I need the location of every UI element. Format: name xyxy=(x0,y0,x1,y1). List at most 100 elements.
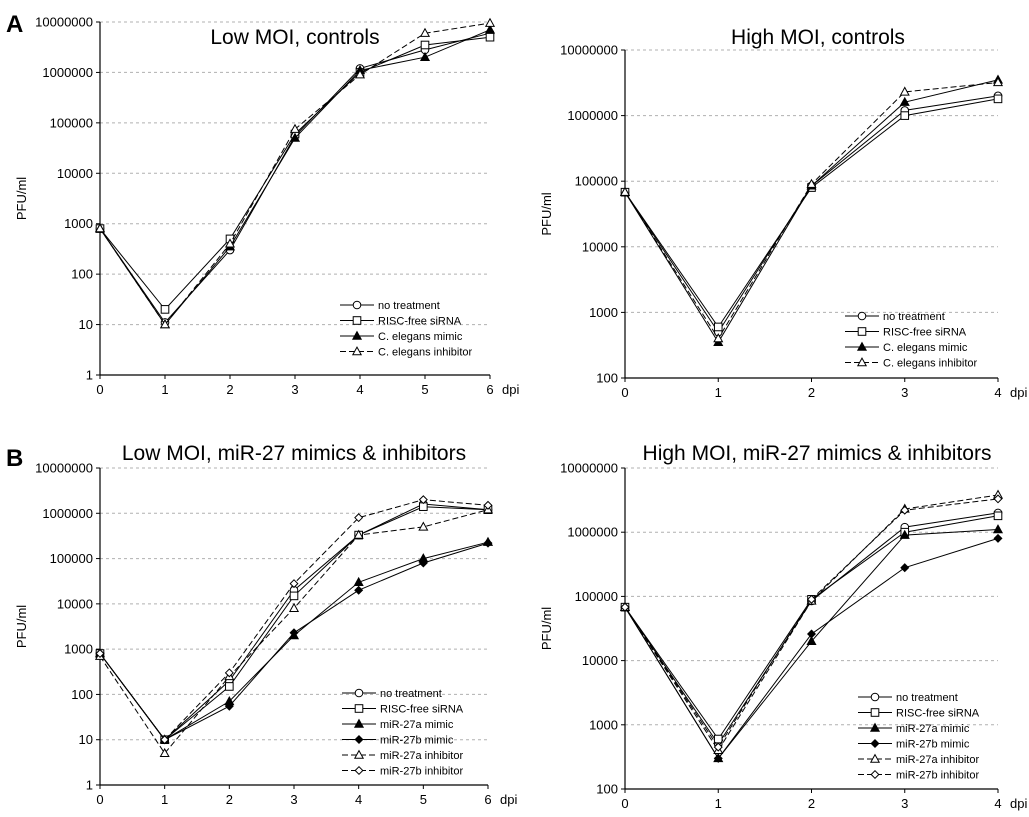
y-tick-label: 100000 xyxy=(575,174,618,189)
y-tick-label: 100000 xyxy=(50,551,93,566)
y-tick-label: 10000 xyxy=(57,166,93,181)
legend-label: C. elegans mimic xyxy=(378,331,463,343)
x-tick-label: 0 xyxy=(621,796,628,811)
legend-label: RISC-free siRNA xyxy=(883,327,967,339)
y-tick-label: 1000000 xyxy=(567,525,618,540)
data-point xyxy=(900,111,910,120)
data-point xyxy=(900,563,910,573)
y-tick-label: 10000 xyxy=(582,239,618,254)
legend-label: miR-27a inhibitor xyxy=(896,754,979,766)
legend-marker xyxy=(353,718,365,728)
series-line xyxy=(99,22,491,326)
data-point xyxy=(899,529,910,539)
legend-marker xyxy=(870,769,880,780)
legend-marker xyxy=(351,330,363,340)
series-mir-27b-inhibitor xyxy=(95,495,493,745)
data-point xyxy=(224,701,234,711)
data-point xyxy=(354,69,366,79)
data-point xyxy=(993,494,1003,504)
y-tick-label: 100 xyxy=(71,267,93,282)
chart-low-moi-mir27: Low MOI, miR-27 mimics & inhibitors11010… xyxy=(14,442,517,807)
x-tick-label: 0 xyxy=(621,385,628,400)
legend-marker xyxy=(354,765,364,776)
x-tick-label: 3 xyxy=(290,792,297,807)
data-point xyxy=(993,511,1003,521)
series-c-elegans-mimic xyxy=(94,24,496,329)
data-point xyxy=(713,322,723,332)
data-point xyxy=(713,742,723,752)
x-tick-label: 0 xyxy=(96,382,103,397)
data-point xyxy=(94,223,106,233)
series-mir-27b-inhibitor xyxy=(620,494,1003,752)
chart-low-moi-controls: Low MOI, controls11010010001000010000010… xyxy=(14,15,519,398)
legend-label: no treatment xyxy=(378,300,440,312)
data-point xyxy=(899,86,910,96)
x-tick-label: 4 xyxy=(355,792,362,807)
series-risc-free-sirna xyxy=(620,94,1003,332)
y-tick-label: 1000 xyxy=(64,216,93,231)
data-point xyxy=(160,305,170,314)
data-point xyxy=(95,649,105,659)
legend-marker xyxy=(352,300,362,310)
series-c-elegans-inhibitor xyxy=(94,17,496,329)
legend-marker xyxy=(856,341,868,351)
x-tick-label: 1 xyxy=(715,385,722,400)
data-point xyxy=(484,24,496,34)
x-tick-label: 1 xyxy=(161,792,168,807)
x-tick-label: 4 xyxy=(994,385,1001,400)
legend-marker xyxy=(857,327,867,336)
data-point xyxy=(713,734,723,744)
data-point xyxy=(993,94,1003,104)
data-point xyxy=(485,32,495,42)
data-point xyxy=(225,682,234,691)
legend-marker xyxy=(870,708,880,717)
data-point xyxy=(289,132,301,142)
y-tick-label: 1000000 xyxy=(567,108,618,123)
data-point xyxy=(483,538,493,548)
data-point xyxy=(159,319,171,329)
data-point xyxy=(288,602,300,612)
legend: no treatment RISC-free siRNA miR-27a mimic… xyxy=(858,692,980,782)
data-point xyxy=(289,579,299,589)
y-tick-label: 10000000 xyxy=(35,461,93,476)
series-c-elegans-inhibitor xyxy=(619,77,1004,343)
chart-high-moi-controls: High MOI, controls 100 1000 10000 100000 1000… xyxy=(539,26,1027,400)
data-point xyxy=(992,77,1004,87)
y-tick-label: 1000000 xyxy=(42,65,93,80)
legend-label: miR-27a mimic xyxy=(380,719,454,731)
data-point xyxy=(419,27,431,37)
data-point xyxy=(353,576,364,586)
legend-label: C. elegans inhibitor xyxy=(378,347,473,359)
y-tick-label: 100000 xyxy=(575,589,618,604)
y-tick-label: 10 xyxy=(79,317,93,332)
x-tick-label: 2 xyxy=(226,382,233,397)
data-point xyxy=(418,521,429,531)
panel-label-a: A xyxy=(6,11,23,38)
legend-marker xyxy=(857,311,867,321)
series-line xyxy=(99,32,491,324)
series-line xyxy=(624,95,999,334)
y-axis-label: PFU/ml xyxy=(539,192,554,235)
data-point xyxy=(806,178,817,188)
legend-label: RISC-free siRNA xyxy=(896,708,980,720)
y-tick-label: 10 xyxy=(79,732,93,747)
data-point xyxy=(619,186,631,196)
legend-marker xyxy=(354,688,364,698)
data-point xyxy=(418,558,428,568)
series-line xyxy=(624,515,999,740)
y-tick-label: 1000 xyxy=(589,717,618,732)
y-tick-label: 1 xyxy=(86,778,93,793)
data-point xyxy=(713,333,724,343)
x-tick-label: 1 xyxy=(161,382,168,397)
data-point xyxy=(900,505,910,515)
series-line xyxy=(624,98,999,328)
x-tick-label: 1 xyxy=(715,796,722,811)
x-tick-label: 3 xyxy=(901,796,908,811)
x-tick-label: 2 xyxy=(226,792,233,807)
y-tick-label: 10000000 xyxy=(560,461,618,476)
x-axis-label: dpi xyxy=(502,382,519,397)
x-axis-label: dpi xyxy=(500,792,517,807)
legend: no treatment RISC-free siRNA C. elegans mi… xyxy=(340,300,473,359)
y-tick-label: 1000 xyxy=(589,305,618,320)
